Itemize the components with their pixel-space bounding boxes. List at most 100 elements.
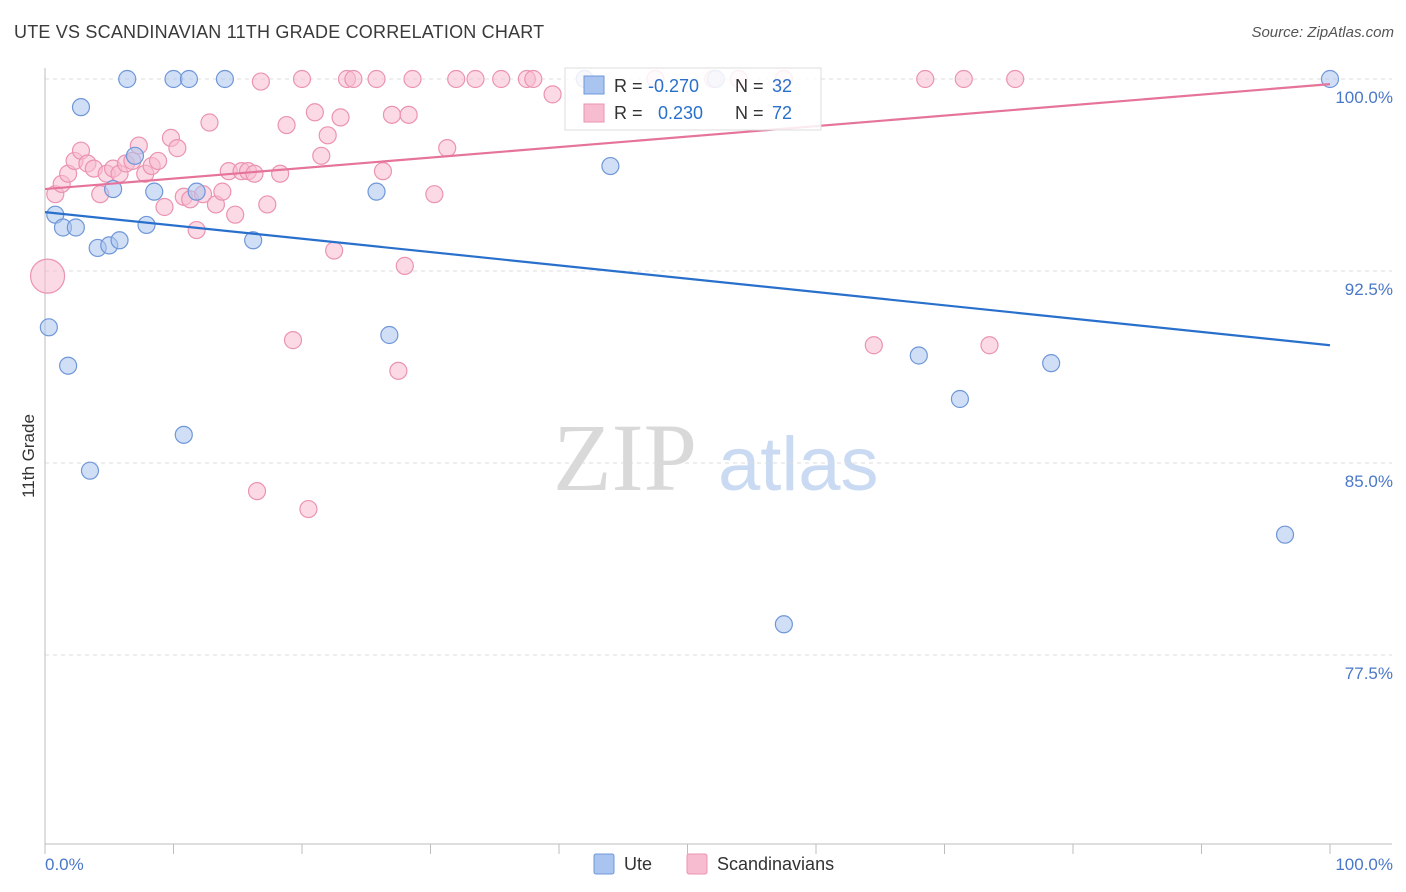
scandinavians-point xyxy=(271,164,290,183)
scandinavians-point xyxy=(438,139,457,158)
source-label: Source: ZipAtlas.com xyxy=(1251,24,1394,41)
legend-label-ute: Ute xyxy=(624,854,652,874)
scandinavians-point xyxy=(403,69,422,89)
watermark-zip: ZIP xyxy=(553,404,697,511)
x-axis-tick-labels: 0.0% 100.0% xyxy=(45,855,1393,874)
trend-lines xyxy=(44,83,1331,347)
legend-swatch-scan xyxy=(686,853,708,875)
scandinavians-point xyxy=(980,336,999,355)
scandinavians-point xyxy=(155,197,174,217)
scandinavians-point xyxy=(187,220,206,240)
scandinavians-point xyxy=(258,195,277,214)
ute-point xyxy=(145,182,164,201)
chart-title: UTE VS SCANDINAVIAN 11TH GRADE CORRELATI… xyxy=(14,22,545,42)
stats-swatch-ute xyxy=(583,75,605,95)
y-axis-label: 11th Grade xyxy=(19,414,38,498)
scandinavians-point xyxy=(373,162,393,181)
ute-point xyxy=(380,325,399,345)
ute-point xyxy=(367,182,386,201)
scandinavians-point xyxy=(245,164,264,183)
scandinavians-point xyxy=(213,182,232,201)
ute-point xyxy=(164,69,183,89)
series-ute-points xyxy=(39,69,1340,634)
stats-n-label-scan: N = xyxy=(735,103,764,123)
scandinavians-point xyxy=(447,69,466,89)
ute-point xyxy=(1275,525,1295,544)
scandinavians-point xyxy=(1006,69,1025,89)
bottom-legend: Ute Scandinavians xyxy=(593,853,834,875)
ute-point xyxy=(71,98,91,117)
scandinavians-point xyxy=(168,139,187,158)
scandinavians-point xyxy=(954,69,973,89)
scandinavians-point xyxy=(325,241,344,260)
scandinavians-point xyxy=(29,258,66,294)
y-tick-label: 85.0% xyxy=(1345,472,1393,491)
stats-legend-frame xyxy=(564,67,822,131)
stats-legend: R = -0.270 N = 32 R = 0.230 N = 72 xyxy=(564,67,822,131)
ute-point xyxy=(950,389,970,409)
scandinavians-point xyxy=(466,69,485,89)
series-scandinavians-points xyxy=(29,69,1025,519)
scandinavians-point xyxy=(543,85,562,104)
scandinavians-point xyxy=(305,103,324,122)
ute-point xyxy=(110,231,129,250)
scandinavians-point xyxy=(251,72,270,91)
scandinavians-point xyxy=(283,331,303,350)
stats-r-value-scan: 0.230 xyxy=(658,103,703,123)
scandinavians-point xyxy=(148,151,168,171)
scandinavians-point xyxy=(200,113,219,132)
y-tick-label: 92.5% xyxy=(1345,280,1393,299)
ute-point xyxy=(174,425,193,444)
scandinavians-point xyxy=(331,108,350,127)
stats-n-value-scan: 72 xyxy=(772,103,792,123)
scandinavians-point xyxy=(277,115,296,135)
x-axis-ticks xyxy=(44,844,1331,854)
ute-trend-line xyxy=(44,211,1331,347)
scandinavians-point xyxy=(425,185,444,204)
scandinavians-point xyxy=(299,499,318,519)
ute-point xyxy=(1042,354,1061,373)
ute-point xyxy=(66,218,85,237)
scandinavians-point xyxy=(292,69,312,89)
scandinavians-trend-line xyxy=(44,83,1331,191)
stats-r-label-ute: R = xyxy=(614,76,643,96)
ute-point xyxy=(179,69,199,89)
ute-point xyxy=(601,156,620,176)
ute-point xyxy=(215,69,234,89)
ute-point xyxy=(125,146,145,165)
scandinavians-point xyxy=(389,361,408,380)
legend-label-scan: Scandinavians xyxy=(717,854,834,874)
scandinavians-point xyxy=(344,69,363,89)
scandinavians-point xyxy=(247,482,267,501)
watermark: ZIP atlas xyxy=(553,404,879,511)
ute-point xyxy=(80,461,100,480)
x-tick-label-100: 100.0% xyxy=(1335,855,1393,874)
scandinavians-point xyxy=(916,69,935,89)
axes xyxy=(44,68,1392,845)
legend-swatch-ute xyxy=(593,853,615,875)
stats-r-label-scan: R = xyxy=(614,103,643,123)
ute-point xyxy=(187,182,206,201)
scandinavians-point xyxy=(312,146,331,165)
scandinavians-point xyxy=(864,336,883,355)
scandinavians-point xyxy=(399,105,418,124)
scandinavians-point xyxy=(226,205,245,224)
ute-point xyxy=(1320,69,1340,89)
stats-n-label-ute: N = xyxy=(735,76,764,96)
scandinavians-point xyxy=(395,256,414,275)
y-axis-tick-labels: 100.0% 92.5% 85.0% 77.5% xyxy=(1335,88,1393,683)
y-tick-label: 100.0% xyxy=(1335,88,1393,107)
stats-n-value-ute: 32 xyxy=(772,76,792,96)
ute-point xyxy=(909,346,928,365)
stats-swatch-scan xyxy=(583,103,605,123)
scandinavians-point xyxy=(492,69,511,89)
ute-point xyxy=(39,318,58,337)
watermark-atlas: atlas xyxy=(718,422,879,507)
scandinavians-point xyxy=(367,69,386,89)
scandinavians-point xyxy=(524,69,543,89)
ute-point xyxy=(59,356,78,375)
ute-point xyxy=(244,231,263,250)
scandinavians-point xyxy=(382,105,402,124)
ute-point xyxy=(774,615,793,634)
x-tick-label-0: 0.0% xyxy=(45,855,84,874)
